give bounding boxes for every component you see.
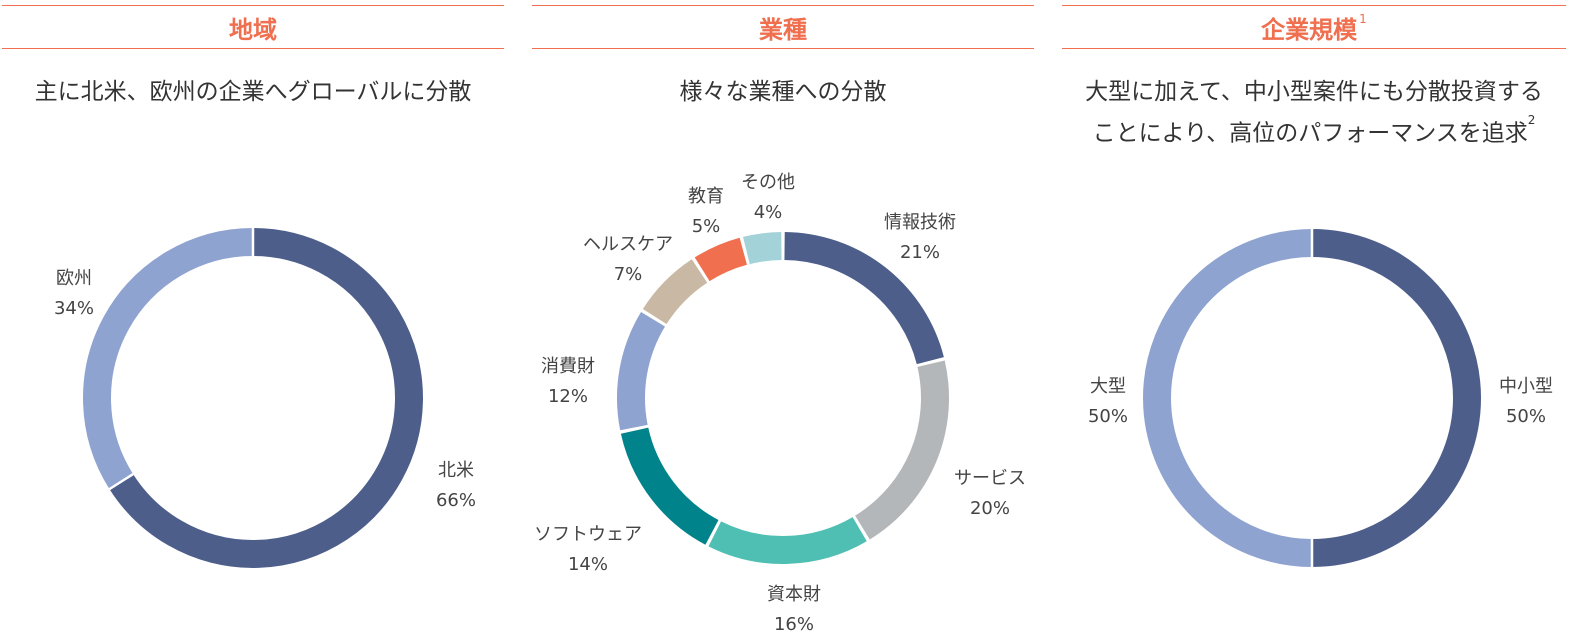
value-label: 34% (54, 298, 94, 319)
panel-heading: 地域 (2, 5, 504, 49)
category-label: 資本財 (767, 584, 821, 605)
donut-segment-1 (109, 228, 423, 568)
panel-industry: 業種 様々な業種への分散 情報技術 21% サービス 20% 資本財 16% ソフトウェア 1… (532, 0, 1034, 640)
donut-segment-5 (617, 311, 666, 431)
subtitle-line-text: ことにより、高位のパフォーマンスを追求 (1092, 120, 1528, 147)
panel-company-size: 企業規模 1 大型に加えて、中小型案件にも分散投資する ことにより、高位のパフォー… (1062, 0, 1566, 640)
category-label: 大型 (1090, 376, 1126, 397)
subtitle-line: 大型に加えて、中小型案件にも分散投資する (1085, 79, 1543, 105)
category-label: 北米 (438, 460, 474, 481)
heading-text: 企業規模 (1261, 15, 1358, 44)
donut-chart-industry: 情報技術 21% サービス 20% 資本財 16% ソフトウェア 14% 消費財 12% ヘルスケア… (534, 172, 1026, 635)
value-label: 4% (754, 202, 783, 223)
value-label: 5% (692, 216, 721, 237)
subtitle-line: 主に北米、欧州の企業へグローバルに分散 (34, 79, 472, 105)
panel-subtitle: 様々な業種への分散 (532, 74, 1034, 110)
heading-text: 地域 (229, 15, 277, 44)
donut-segment-2 (83, 228, 254, 490)
donut-chart-region: 北米 66% 欧州 34% (54, 227, 476, 568)
subtitle-line: ことにより、高位のパフォーマンスを追求2 (1062, 110, 1566, 152)
category-label: 情報技術 (884, 212, 956, 233)
subtitle-line: 様々な業種への分散 (679, 79, 887, 105)
panel-region: 地域 主に北米、欧州の企業へグローバルに分散 北米 66% 欧州 34% (2, 0, 504, 640)
value-label: 16% (774, 614, 814, 635)
donut-segment-1 (1311, 229, 1481, 567)
panel-heading: 企業規模 1 (1062, 5, 1566, 49)
value-label: 7% (614, 264, 643, 285)
value-label: 20% (970, 498, 1010, 519)
category-label: ソフトウェア (534, 524, 642, 545)
category-label: 消費財 (541, 356, 595, 377)
category-label: ヘルスケア (583, 234, 673, 255)
value-label: 12% (548, 386, 588, 407)
value-label: 14% (568, 554, 608, 575)
heading-footnote: 1 (1359, 12, 1367, 26)
donut-segment-4 (620, 427, 719, 545)
category-label: 中小型 (1499, 376, 1553, 397)
panel-subtitle: 大型に加えて、中小型案件にも分散投資する ことにより、高位のパフォーマンスを追求… (1062, 74, 1566, 152)
value-label: 21% (900, 242, 940, 263)
donut-segment-1 (784, 232, 944, 365)
donut-segment-8 (742, 232, 782, 265)
category-label: 欧州 (56, 268, 92, 289)
panel-heading: 業種 (532, 5, 1034, 49)
category-label: 教育 (688, 186, 724, 207)
value-label: 50% (1506, 406, 1546, 427)
segment-separator (107, 472, 135, 491)
donut-segment-2 (1143, 229, 1313, 567)
donut-segment-3 (708, 516, 867, 564)
donut-segment-7 (694, 237, 748, 282)
donut-segment-6 (642, 259, 708, 325)
category-label: その他 (741, 172, 795, 193)
subtitle-footnote: 2 (1527, 113, 1536, 127)
panel-subtitle: 主に北米、欧州の企業へグローバルに分散 (2, 74, 504, 110)
heading-text: 業種 (759, 15, 807, 44)
value-label: 66% (436, 490, 476, 511)
donut-chart-company-size: 中小型 50% 大型 50% (1088, 228, 1553, 568)
category-label: サービス (954, 468, 1026, 489)
value-label: 50% (1088, 406, 1128, 427)
donut-segment-2 (854, 360, 949, 540)
